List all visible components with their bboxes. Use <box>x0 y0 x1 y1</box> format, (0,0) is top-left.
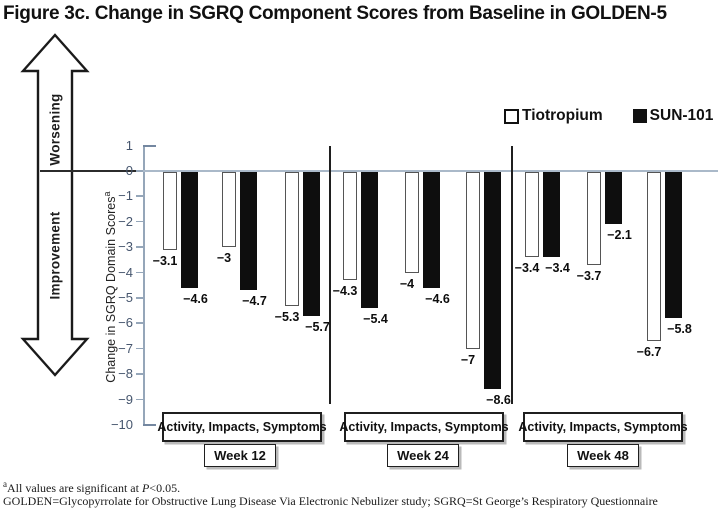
y-tick-label: −9 <box>118 391 133 407</box>
bar-tiotropium-impacts-week24 <box>405 172 419 273</box>
footnote-significance: aAll values are significant at P<0.05. <box>3 479 180 496</box>
value-label-sun101: −5.4 <box>363 312 388 327</box>
bar-tiotropium-activity-week48 <box>525 172 539 258</box>
value-label-sun101: −4.6 <box>183 291 208 306</box>
zero-baseline <box>143 170 718 172</box>
worsening-improvement-arrow-icon <box>20 33 90 377</box>
y-tick-label: −1 <box>118 188 133 204</box>
bar-sun101-activity-week24 <box>361 172 378 309</box>
y-tick-label: 1 <box>125 137 133 153</box>
bar-tiotropium-symptoms-week24 <box>466 172 480 349</box>
y-tick-label: −10 <box>110 417 133 432</box>
footnote-abbreviations: GOLDEN=Glycopyrrolate for Obstructive Lu… <box>3 494 658 508</box>
value-label-tiotropium: −7 <box>460 352 476 367</box>
footnote-significance-text: All values are significant at <box>7 481 142 495</box>
y-tick-mark <box>136 271 143 274</box>
domains-box-week12: Activity, Impacts, Symptoms <box>157 412 327 442</box>
y-tick-mark <box>136 195 143 197</box>
y-tick-mark <box>136 347 143 350</box>
value-label-tiotropium: −4 <box>399 276 415 291</box>
bar-sun101-symptoms-week24 <box>484 172 501 390</box>
bar-tiotropium-impacts-week12 <box>222 172 236 248</box>
value-label-sun101: −4.6 <box>425 291 450 306</box>
bar-tiotropium-symptoms-week48 <box>647 172 661 342</box>
week48-box: Week 48 <box>567 444 639 467</box>
bar-tiotropium-activity-week24 <box>343 172 357 281</box>
footnote-marker: a <box>3 479 7 489</box>
y-tick-mark <box>136 246 143 248</box>
y-axis-line <box>143 146 145 425</box>
legend-tiotropium-label: Tiotropium <box>522 107 603 124</box>
value-label-sun101: −4.7 <box>242 294 267 309</box>
y-tick-label: −4 <box>118 264 133 280</box>
value-label-tiotropium: −5.3 <box>274 309 300 324</box>
value-label-sun101: −3.4 <box>545 261 570 276</box>
figure-title: Figure 3c. Change in SGRQ Component Scor… <box>3 3 667 24</box>
y-tick-label: −6 <box>118 315 133 331</box>
tiotropium-swatch-icon <box>504 108 519 124</box>
bar-sun101-symptoms-week48 <box>665 172 682 319</box>
bar-sun101-activity-week12 <box>181 172 198 288</box>
sun101-swatch-icon <box>632 109 647 123</box>
value-label-sun101: −2.1 <box>607 228 632 243</box>
bar-tiotropium-impacts-week48 <box>587 172 601 265</box>
y-tick-mark <box>136 297 143 299</box>
bar-sun101-impacts-week48 <box>605 172 622 225</box>
y-tick-mark <box>136 373 143 375</box>
footnote-significance-value: <0.05. <box>149 481 181 495</box>
value-label-sun101: −5.8 <box>667 322 692 337</box>
group-divider-week12-week24 <box>329 146 332 404</box>
y-tick-label: −7 <box>118 340 133 356</box>
y-tick-label: −2 <box>118 213 133 229</box>
group-divider-week24-week48 <box>511 146 514 404</box>
bar-sun101-activity-week48 <box>543 172 560 258</box>
y-axis-top-cap <box>143 145 156 147</box>
domains-box-week48: Activity, Impacts, Symptoms <box>518 412 688 442</box>
y-axis-bottom-cap <box>143 424 156 426</box>
value-label-sun101: −8.6 <box>486 393 511 408</box>
y-tick-label: −8 <box>118 366 133 382</box>
value-label-tiotropium: −4.3 <box>332 284 358 299</box>
y-tick-label: 0 <box>125 163 133 178</box>
y-tick-label: −3 <box>118 239 133 255</box>
week24-box: Week 24 <box>387 444 459 467</box>
legend-item-sun101: SUN-101 <box>632 107 714 125</box>
p-value-symbol: P <box>141 481 150 495</box>
zero-reference-line-left <box>40 170 144 172</box>
y-tick-mark <box>136 220 143 223</box>
y-tick-mark <box>136 398 143 401</box>
value-label-sun101: −5.7 <box>305 319 330 334</box>
value-label-tiotropium: −3.1 <box>152 253 178 268</box>
legend: Tiotropium SUN-101 <box>504 107 713 125</box>
bar-tiotropium-symptoms-week12 <box>285 172 299 306</box>
bar-sun101-impacts-week24 <box>423 172 440 288</box>
bar-tiotropium-activity-week12 <box>163 172 177 250</box>
legend-sun101-label: SUN-101 <box>649 107 714 124</box>
y-tick-mark <box>136 322 143 324</box>
bar-sun101-symptoms-week12 <box>303 172 320 316</box>
legend-item-tiotropium: Tiotropium <box>504 107 603 125</box>
y-tick-mark <box>136 170 143 172</box>
domains-box-week24: Activity, Impacts, Symptoms <box>339 412 509 442</box>
week12-box: Week 12 <box>204 444 276 467</box>
value-label-tiotropium: −6.7 <box>636 345 662 360</box>
bar-sun101-impacts-week12 <box>240 172 257 291</box>
value-label-tiotropium: −3 <box>216 251 232 266</box>
y-tick-label: −5 <box>118 290 133 305</box>
value-label-tiotropium: −3.7 <box>576 268 602 283</box>
value-label-tiotropium: −3.4 <box>514 261 540 276</box>
